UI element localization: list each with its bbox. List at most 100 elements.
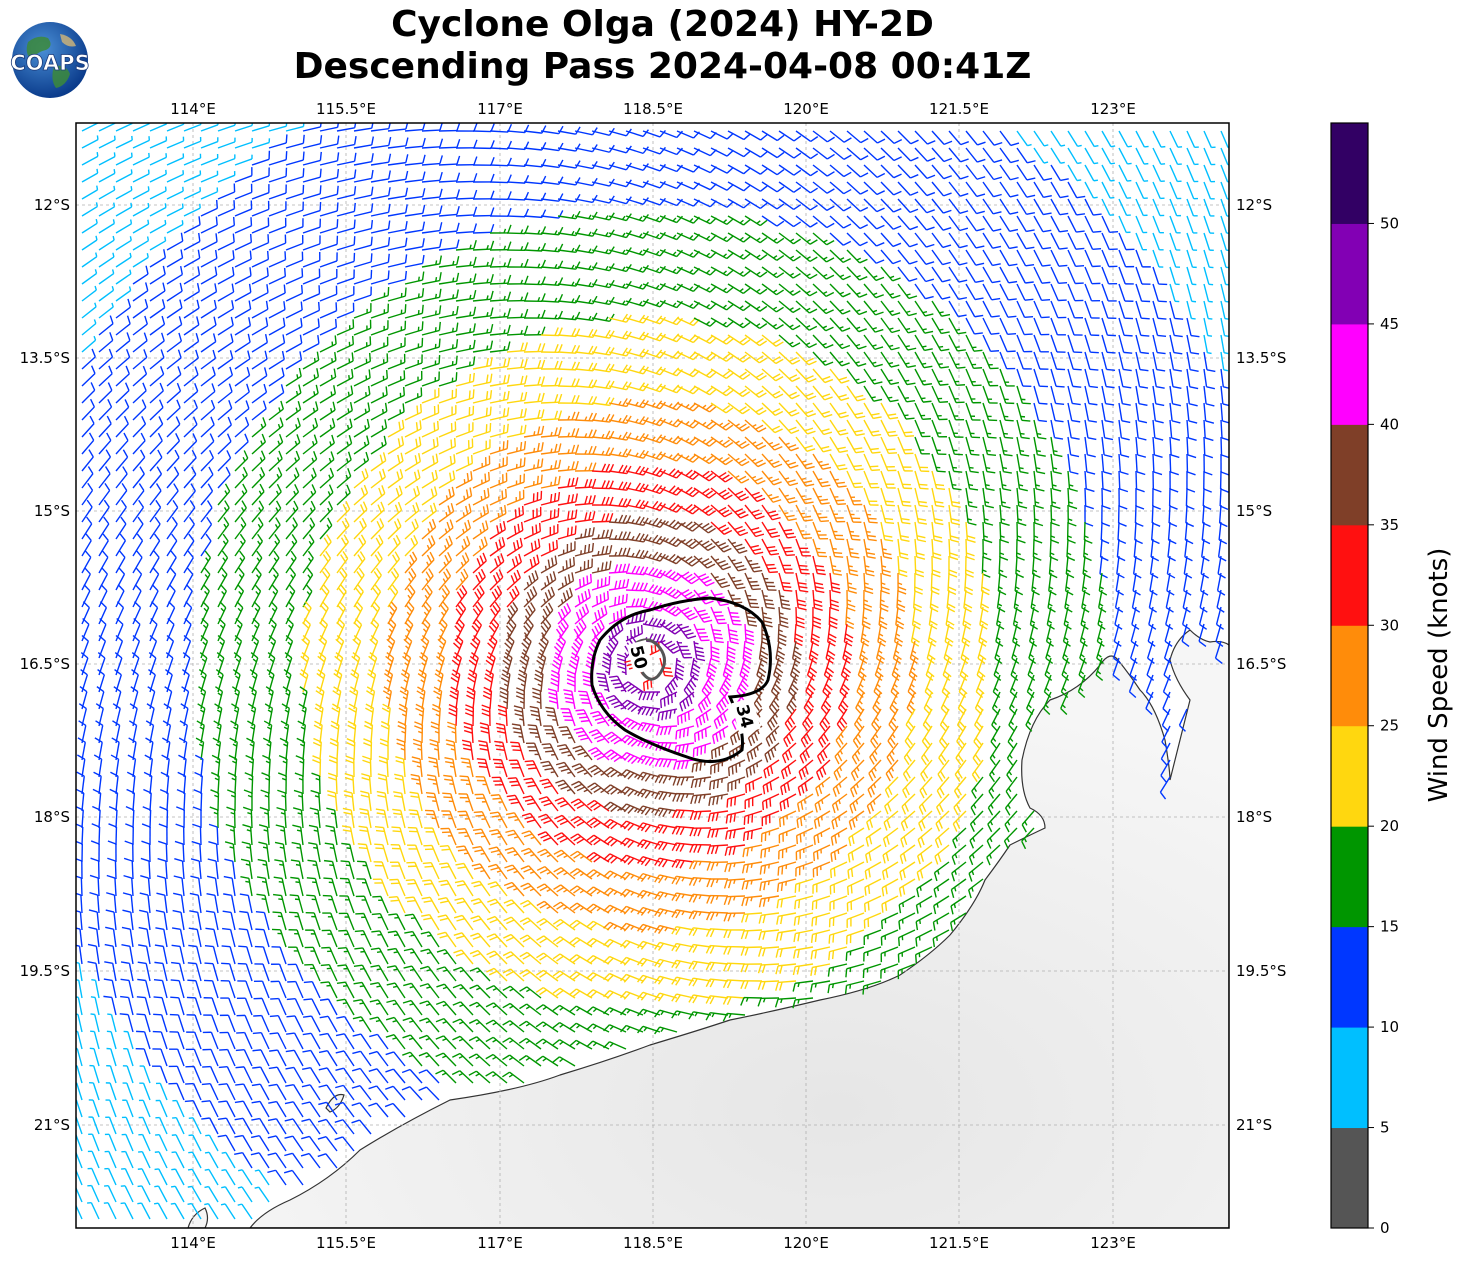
- wind-barb: [1033, 351, 1049, 370]
- wind-barb: [523, 326, 546, 336]
- wind-barb: [217, 300, 235, 319]
- wind-barb: [914, 351, 933, 369]
- wind-barb: [982, 198, 1002, 215]
- wind-barb: [778, 181, 802, 193]
- wind-barb: [302, 251, 321, 268]
- wind-barb: [319, 285, 338, 302]
- wind-barb: [1186, 317, 1200, 338]
- wind-barb: [727, 147, 751, 158]
- wind-barb: [302, 235, 321, 251]
- wind-barb: [1152, 215, 1164, 234]
- wind-barb: [1067, 317, 1083, 336]
- wind-barb: [183, 299, 200, 319]
- wind-barb: [1101, 181, 1115, 199]
- wind-barb: [166, 136, 185, 149]
- wind-barb: [999, 181, 1019, 198]
- wind-barb: [217, 171, 236, 183]
- wind-barb: [438, 123, 461, 132]
- wind-barb: [115, 298, 132, 319]
- wind-barb: [965, 283, 984, 301]
- wind-barb: [285, 318, 303, 336]
- wind-barb: [761, 198, 785, 210]
- wind-barb: [251, 150, 271, 166]
- wind-barb: [1050, 181, 1069, 199]
- wind-barb: [217, 154, 236, 166]
- wind-barb: [336, 135, 357, 149]
- lat-label-right: 19.5°S: [1236, 962, 1286, 980]
- wind-barb: [1118, 300, 1134, 320]
- lon-label-bottom: 114°E: [170, 1234, 216, 1252]
- wind-barb: [115, 135, 133, 149]
- wind-barb: [540, 142, 564, 152]
- wind-barb: [438, 155, 461, 166]
- wind-barb: [1169, 283, 1180, 303]
- wind-barb: [761, 249, 785, 261]
- lon-label-top: 118.5°E: [623, 100, 683, 118]
- colorbar-tick-label: 25: [1380, 717, 1399, 735]
- wind-barb: [693, 368, 717, 379]
- wind-barb: [710, 300, 734, 311]
- wind-barb: [540, 360, 563, 370]
- wind-barb: [914, 283, 934, 300]
- wind-barb: [98, 202, 116, 217]
- wind-barb: [166, 266, 184, 285]
- wind-barb: [370, 287, 390, 302]
- wind-barb: [727, 181, 751, 192]
- wind-barb: [387, 320, 407, 336]
- wind-barb: [472, 207, 495, 217]
- wind-barb: [353, 169, 374, 183]
- wind-barb: [1016, 334, 1033, 353]
- wind-barb: [761, 283, 785, 296]
- wind-barb: [200, 249, 218, 268]
- lon-label-top: 117°E: [477, 100, 523, 118]
- wind-barb: [812, 334, 834, 349]
- wind-barb: [472, 123, 495, 133]
- wind-barb: [183, 170, 202, 183]
- wind-barb: [455, 156, 478, 166]
- wind-barb: [880, 300, 901, 316]
- wind-barb: [931, 283, 951, 300]
- wind-barb: [829, 147, 852, 160]
- wind-barb: [863, 130, 886, 144]
- wind-barb: [1186, 147, 1199, 166]
- wind-barb: [1220, 249, 1229, 269]
- wind-barb: [251, 184, 270, 200]
- wind-barb: [336, 335, 355, 353]
- wind-barb: [1186, 249, 1197, 269]
- wind-barb: [897, 266, 918, 282]
- wind-barb: [1033, 249, 1051, 267]
- wind-barb: [727, 215, 751, 226]
- wind-barb: [897, 147, 919, 162]
- wind-barb: [931, 351, 949, 369]
- wind-barb: [863, 164, 886, 178]
- wind-barb: [829, 351, 850, 367]
- wind-barb: [132, 136, 151, 149]
- wind-barb: [234, 233, 253, 251]
- wind-barb: [115, 269, 132, 285]
- wind-barb: [642, 366, 666, 376]
- wind-barb: [1016, 300, 1034, 319]
- wind-barb: [353, 286, 372, 302]
- lon-label-top: 123°E: [1090, 100, 1136, 118]
- lat-label-left: 19.5°S: [20, 962, 70, 980]
- wind-barb: [1186, 130, 1199, 149]
- wind-barb: [200, 187, 219, 200]
- wind-barb: [132, 169, 150, 183]
- colorbar-bin: [1331, 826, 1368, 928]
- wind-barb: [863, 147, 886, 161]
- wind-barb: [1118, 147, 1132, 165]
- wind-barb: [319, 219, 339, 234]
- wind-barb: [1118, 130, 1132, 148]
- wind-barb: [1050, 164, 1069, 182]
- wind-barb: [778, 266, 801, 279]
- wind-barb: [217, 266, 235, 285]
- wind-barb: [846, 232, 868, 247]
- wind-barb: [693, 334, 717, 344]
- wind-barb: [438, 189, 461, 200]
- wind-barb: [81, 269, 98, 285]
- wind-barb: [234, 137, 253, 149]
- wind-barb: [421, 188, 443, 200]
- wind-barb: [217, 216, 236, 234]
- wind-barb: [727, 368, 751, 380]
- wind-barb: [132, 349, 148, 370]
